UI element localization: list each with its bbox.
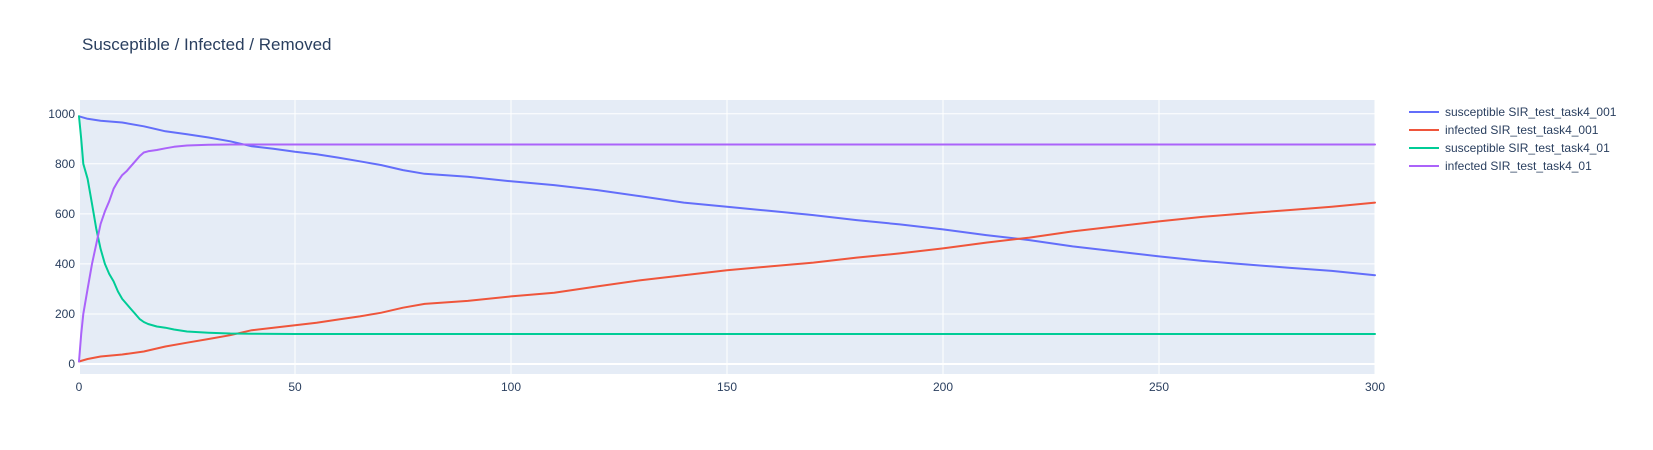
series-lines — [78, 115, 1376, 363]
legend-item[interactable]: susceptible SIR_test_task4_001 — [1409, 105, 1617, 119]
y-tick-label: 1000 — [48, 107, 75, 121]
x-tick-label: 0 — [76, 380, 83, 394]
y-tick-label: 200 — [55, 307, 75, 321]
series-line — [78, 115, 1376, 277]
legend: susceptible SIR_test_task4_001 infected S… — [1409, 105, 1617, 173]
legend-label: infected SIR_test_task4_001 — [1445, 123, 1599, 137]
series-line — [78, 143, 1376, 363]
axis-ticks: 0 200 400 600 800 1000 0 50 100 150 200 250 300 — [48, 107, 1385, 394]
x-tick-label: 200 — [933, 380, 953, 394]
legend-item[interactable]: susceptible SIR_test_task4_01 — [1409, 141, 1610, 155]
legend-label: susceptible SIR_test_task4_001 — [1445, 105, 1617, 119]
y-tick-label: 0 — [68, 357, 75, 371]
y-tick-label: 400 — [55, 257, 75, 271]
x-tick-label: 50 — [288, 380, 302, 394]
legend-label: infected SIR_test_task4_01 — [1445, 159, 1592, 173]
series-line — [78, 201, 1376, 363]
chart-title: Susceptible / Infected / Removed — [82, 35, 331, 54]
y-tick-label: 800 — [55, 157, 75, 171]
legend-item[interactable]: infected SIR_test_task4_001 — [1409, 123, 1599, 137]
legend-label: susceptible SIR_test_task4_01 — [1445, 141, 1610, 155]
legend-item[interactable]: infected SIR_test_task4_01 — [1409, 159, 1592, 173]
x-tick-label: 250 — [1149, 380, 1169, 394]
x-tick-label: 300 — [1365, 380, 1385, 394]
y-tick-label: 600 — [55, 207, 75, 221]
x-tick-label: 150 — [717, 380, 737, 394]
x-tick-label: 100 — [501, 380, 521, 394]
series-line — [78, 115, 1376, 335]
grid — [78, 100, 1376, 374]
